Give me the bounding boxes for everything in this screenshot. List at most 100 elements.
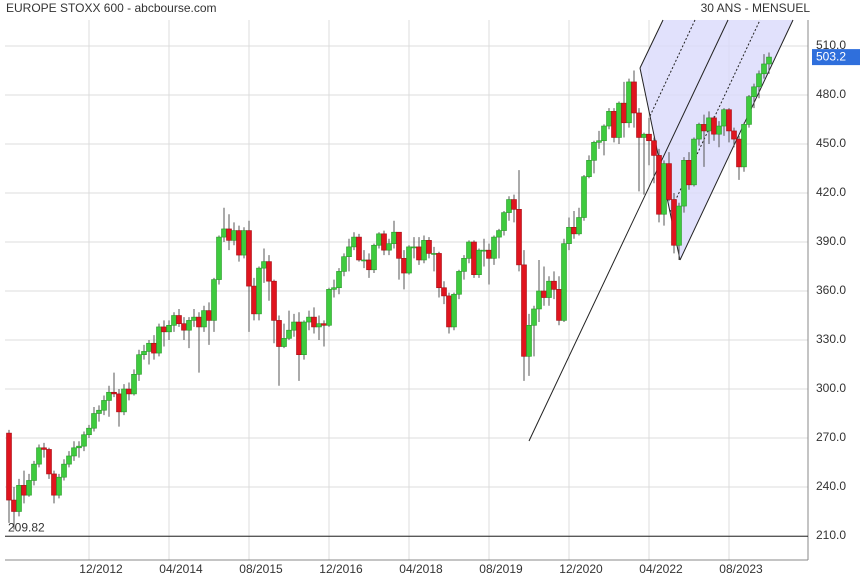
candle-body <box>341 256 347 272</box>
x-tick-label: 04/2014 <box>159 562 203 576</box>
candle-body <box>196 316 202 328</box>
candle-body <box>211 279 217 321</box>
pitchfork-tine <box>639 19 664 69</box>
candle-body <box>681 160 687 207</box>
candle-body <box>466 241 472 259</box>
y-tick-label: 360.0 <box>816 283 846 297</box>
candle-body <box>751 86 757 97</box>
candle-body <box>36 447 42 465</box>
candle-body <box>121 388 127 413</box>
x-tick-label: 04/2018 <box>399 562 443 576</box>
candle-body <box>111 391 117 395</box>
candle-body <box>286 329 292 339</box>
y-tick-label: 330.0 <box>816 332 846 346</box>
candle-body <box>571 227 577 235</box>
candle-body <box>486 249 492 259</box>
candle-body <box>326 289 332 326</box>
candle-body <box>126 388 132 395</box>
candle-body <box>231 230 237 241</box>
candle-body <box>521 264 527 357</box>
candle-body <box>361 259 367 262</box>
candle-body <box>396 231 402 259</box>
candle-body <box>256 267 262 315</box>
last-value-box <box>812 49 860 66</box>
candle-body <box>206 310 212 321</box>
candle-body <box>181 323 187 331</box>
candle-body <box>71 447 77 457</box>
candle-body <box>81 434 87 447</box>
candle-body <box>731 130 737 140</box>
chart-subtitle: 30 ANS - MENSUEL <box>701 1 811 15</box>
candle-body <box>61 463 67 478</box>
candle-body <box>766 56 772 65</box>
y-tick-label: 210.0 <box>816 528 846 542</box>
candle-body <box>476 249 482 275</box>
candle-body <box>431 253 437 255</box>
y-tick-label: 510.0 <box>816 38 846 52</box>
candle-body <box>171 315 177 326</box>
candle-body <box>46 449 52 475</box>
candle-body <box>381 233 387 251</box>
candle-body <box>716 125 722 135</box>
candle-body <box>371 244 377 271</box>
candle-body <box>311 316 317 328</box>
x-tick-label: 08/2023 <box>719 562 763 576</box>
candle-body <box>201 310 207 328</box>
candle-body <box>336 271 342 289</box>
candle-body <box>461 258 467 272</box>
candle-body <box>596 140 602 143</box>
candle-body <box>421 240 427 261</box>
candle-body <box>6 432 12 501</box>
x-tick-label: 04/2022 <box>639 562 683 576</box>
candle-body <box>566 227 572 244</box>
candle-body <box>481 249 487 252</box>
candle-body <box>321 323 327 326</box>
candle-body <box>641 133 647 138</box>
candle-body <box>226 228 232 241</box>
x-tick-label: 12/2020 <box>559 562 603 576</box>
candle-body <box>586 160 592 177</box>
candle-body <box>141 351 147 355</box>
candle-body <box>306 316 312 323</box>
candle-body <box>631 81 637 114</box>
candle-body <box>331 287 337 290</box>
candle-body <box>446 295 452 328</box>
pitchfork-median <box>528 19 729 442</box>
candle-body <box>406 246 412 274</box>
candle-body <box>456 271 462 295</box>
candle-body <box>241 230 247 256</box>
candle-body <box>146 342 152 352</box>
candle-body <box>601 125 607 142</box>
candle-body <box>271 280 277 321</box>
candle-body <box>506 199 512 213</box>
candle-body <box>131 373 137 395</box>
x-tick-label: 08/2019 <box>479 562 523 576</box>
candle-body <box>86 427 92 436</box>
y-tick-label: 420.0 <box>816 185 846 199</box>
candle-body <box>511 199 517 210</box>
candle-body <box>546 280 552 298</box>
min-label: 209.82 <box>8 520 45 534</box>
candle-body <box>186 320 192 331</box>
candle-body <box>106 391 112 401</box>
candle-body <box>246 230 252 287</box>
chart-title: EUROPE STOXX 600 - abcbourse.com <box>6 1 217 15</box>
candle-body <box>501 212 507 231</box>
candle-body <box>221 228 227 238</box>
candle-body <box>236 230 242 256</box>
candle-body <box>581 176 587 218</box>
candle-body <box>26 480 32 496</box>
candle-body <box>41 447 47 450</box>
candle-body <box>441 287 447 297</box>
candle-body <box>366 259 372 271</box>
candle-body <box>351 236 357 248</box>
y-tick-label: 390.0 <box>816 234 846 248</box>
candle-body <box>346 246 352 257</box>
candle-body <box>16 485 22 512</box>
candle-body <box>676 205 682 246</box>
candle-body <box>496 230 502 238</box>
candle-body <box>691 138 697 186</box>
candle-body <box>516 209 522 266</box>
candle-body <box>76 445 82 449</box>
